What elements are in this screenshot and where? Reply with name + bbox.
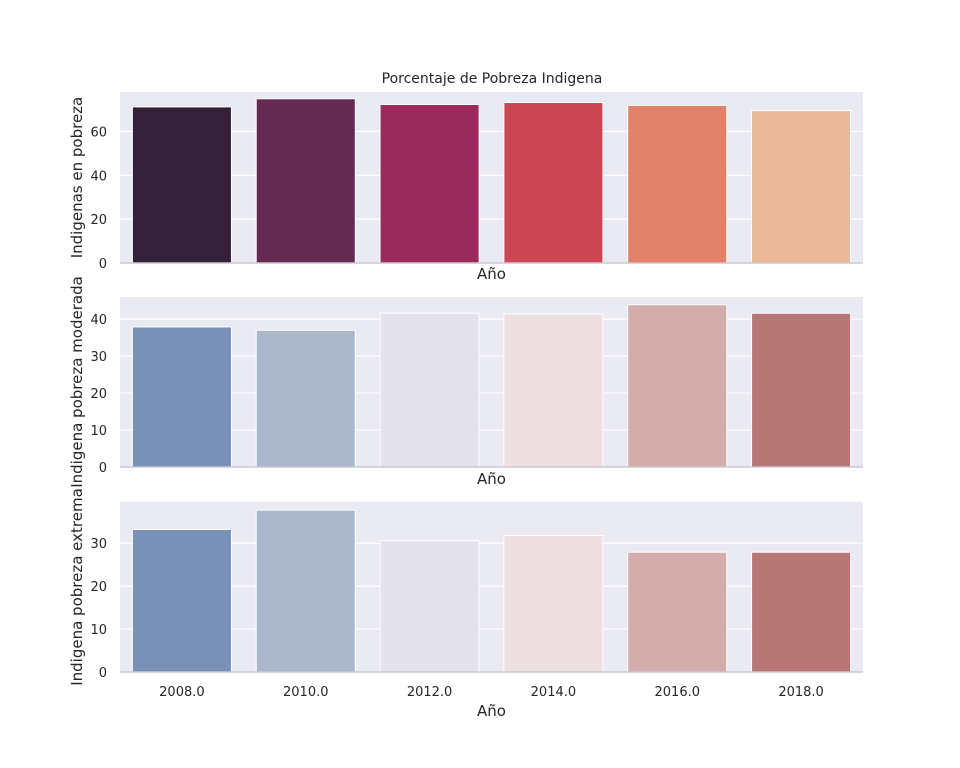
plot-background (120, 502, 863, 672)
bar-2016.0 (627, 551, 728, 673)
bar-2012.0 (379, 312, 480, 468)
bar-2014.0 (503, 534, 604, 673)
bar-2012.0 (379, 103, 480, 264)
x-tick-label: 2008.0 (159, 685, 205, 700)
y-tick-label: 60 (90, 125, 107, 140)
y-tick-label: 20 (90, 387, 107, 402)
y-tick-label: 40 (90, 169, 107, 184)
bar-2018.0 (751, 551, 852, 673)
y-tick-label: 30 (90, 350, 107, 365)
x-tick-label: 2010.0 (283, 685, 329, 700)
chart-title: Porcentaje de Pobreza Indigena (382, 71, 603, 87)
x-axis-label: Año (477, 470, 506, 488)
y-tick-label: 10 (90, 424, 107, 439)
bar-2010.0 (255, 98, 356, 264)
chart-panel-1: 0 20 40 60 Año Indigenas en pobreza (68, 92, 863, 283)
y-tick-label: 20 (90, 213, 107, 228)
y-axis-label: Indigena pobreza moderada (68, 276, 86, 488)
x-axis-label: Año (477, 265, 506, 283)
y-tick-label: 0 (99, 666, 107, 681)
bar-2018.0 (751, 312, 852, 468)
y-axis-label: Indigenas en pobreza (68, 97, 86, 259)
y-tick-label: 40 (90, 313, 107, 328)
bar-2014.0 (503, 102, 604, 264)
bar-2008.0 (131, 106, 232, 264)
x-tick-label: 2018.0 (778, 685, 824, 700)
bar-2008.0 (131, 528, 232, 673)
chart-panel-2: 0 10 20 30 40 Año Indigena pobreza moderada (68, 276, 863, 488)
bar-2014.0 (503, 313, 604, 468)
y-tick-label: 30 (90, 537, 107, 552)
x-tick-label: 2016.0 (655, 685, 701, 700)
y-tick-label: 10 (90, 623, 107, 638)
bar-2016.0 (627, 304, 728, 468)
y-axis-label: Indigena pobreza extrema (68, 488, 86, 686)
bar-2018.0 (751, 110, 852, 264)
x-axis-label: Año (477, 702, 506, 720)
bar-2012.0 (379, 540, 480, 673)
y-tick-label: 20 (90, 580, 107, 595)
chart-panel-3: 0 10 20 30 2008.0 2010.0 2012.0 2014.0 2016.0 201… (68, 488, 863, 720)
plot-background (120, 92, 863, 263)
x-tick-label: 2012.0 (407, 685, 453, 700)
bar-2008.0 (131, 326, 232, 468)
bar-2016.0 (627, 104, 728, 264)
y-tick-label: 0 (99, 257, 107, 272)
bar-2010.0 (255, 329, 356, 468)
plot-background (120, 297, 863, 467)
x-tick-label: 2014.0 (531, 685, 577, 700)
y-tick-label: 0 (99, 461, 107, 476)
bar-2010.0 (255, 509, 356, 673)
